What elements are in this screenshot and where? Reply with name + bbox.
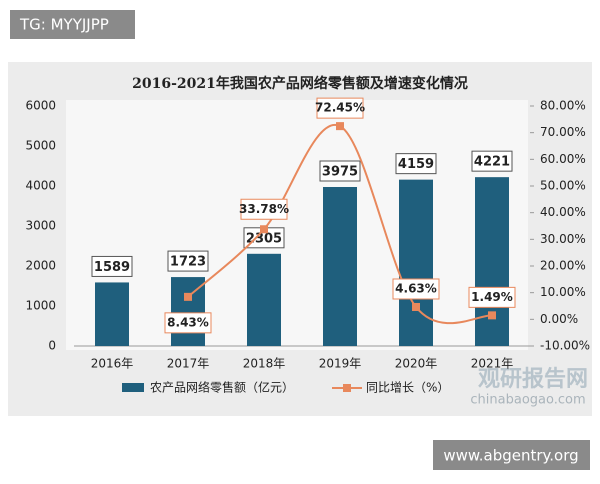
bar [399,179,433,346]
value-label-box [468,286,516,308]
y2-tick-label: 10.00% [540,285,586,299]
watermark-url: chinabaogao.com [470,393,585,408]
y-tick-label: 0 [48,339,56,353]
y-tick-label: 2000 [25,259,56,273]
y2-tick-label: 40.00% [540,205,586,219]
bar [323,187,357,346]
line-marker [336,122,344,131]
x-tick-label: 2021年 [471,357,514,371]
y-tick-label: 4000 [25,179,56,193]
x-tick-label: 2017年 [167,357,210,371]
y2-tick-label: 70.00% [540,125,586,139]
line-marker [184,292,192,301]
bar [95,282,129,346]
chart-title: 2016-2021年我国农产品网络零售额及增速变化情况 [132,75,468,92]
y-tick-label: 1000 [25,299,56,313]
x-tick-label: 2019年 [319,357,362,371]
bar [247,253,281,346]
y2-tick-label: 80.00% [540,99,586,113]
y2-tick-label: -10.00% [540,339,590,353]
x-tick-label: 2018年 [243,357,286,371]
x-tick-label: 2016年 [91,357,134,371]
value-label: 1589 [94,260,130,275]
value-label: 1.49% [471,290,513,304]
y-tick-label: 3000 [25,219,56,233]
value-label: 3975 [322,165,358,180]
value-label-box [240,198,288,220]
legend-swatch [122,383,144,392]
watermark: 观研报告网 [478,367,588,392]
y-tick-label: 6000 [25,99,56,113]
value-label: 1723 [170,255,206,270]
value-label-box [316,97,364,119]
x-tick-label: 2020年 [395,357,438,371]
line-marker [412,302,420,311]
legend-label: 同比增长（%） [366,381,449,395]
value-label: 8.43% [167,315,209,329]
value-label-box [91,255,133,277]
value-label-box [167,250,209,272]
legend-swatch [343,384,351,392]
value-label-box [395,153,437,175]
y2-tick-label: 20.00% [540,259,586,273]
badge-text: TG: MYYJJPP [19,16,109,34]
badge-text: www.abgentry.org [443,447,578,465]
y-tick-label: 5000 [25,139,56,153]
legend-label: 农产品网络零售额（亿元） [150,380,294,395]
line-marker [488,311,496,320]
value-label-box [471,150,513,172]
value-label-box [319,160,361,182]
y2-tick-label: 60.00% [540,152,586,166]
badge [433,440,590,470]
plot-area [66,100,528,350]
y2-tick-label: 0.00% [540,312,578,326]
y2-tick-label: 50.00% [540,179,586,193]
value-label: 72.45% [315,101,365,115]
value-label-box [392,278,440,300]
value-label: 4.63% [395,281,437,295]
value-label: 4221 [474,155,510,170]
value-label-box [164,312,212,334]
badge [10,10,135,39]
line-marker [260,225,268,234]
value-label: 33.78% [239,202,289,216]
bar [475,177,509,346]
y2-tick-label: 30.00% [540,232,586,246]
value-label: 2305 [246,231,282,246]
value-label: 4159 [398,157,434,172]
